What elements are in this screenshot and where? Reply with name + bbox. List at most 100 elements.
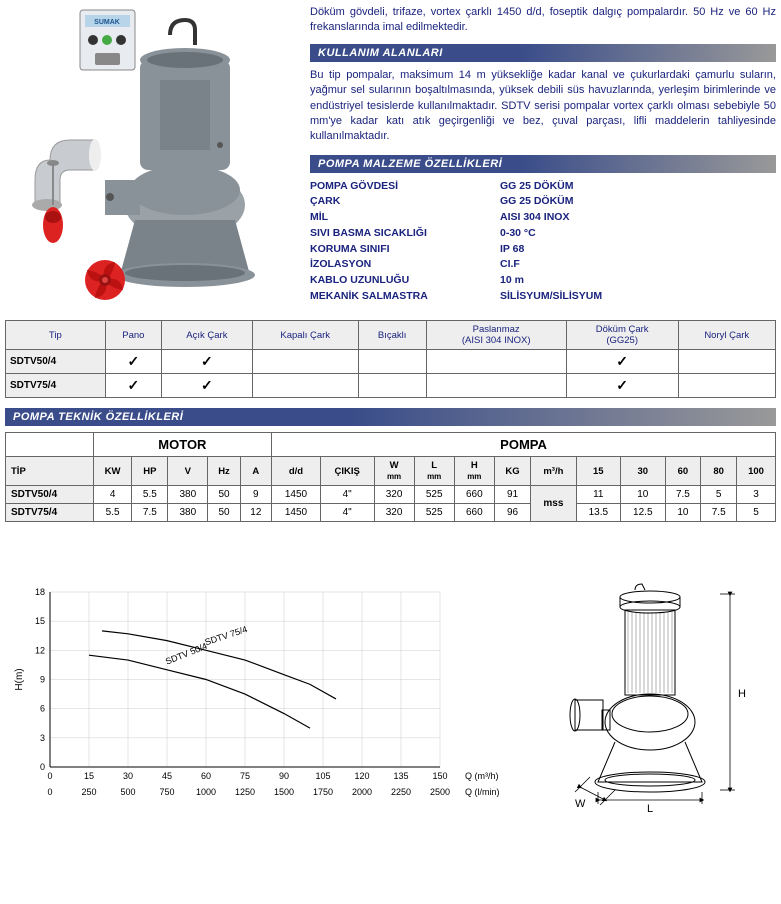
- spec-label: MEKANİK SALMASTRA: [310, 289, 500, 305]
- tech-sub-header: KW: [93, 457, 132, 486]
- tech-table: MOTOR POMPA TİPKWHPVHzAd/dÇIKIŞWmmLmmHmm…: [5, 432, 776, 522]
- tech-cell: 12: [240, 504, 271, 522]
- tech-cell: 1450: [272, 504, 321, 522]
- dim-w: W: [575, 798, 586, 810]
- tech-cell: 660: [454, 504, 494, 522]
- dimension-diagram: H L W: [520, 582, 760, 812]
- spec-value: CI.F: [500, 257, 776, 273]
- type-col-header: Paslanmaz(AISI 304 INOX): [426, 321, 566, 350]
- svg-text:2000: 2000: [352, 787, 372, 797]
- section-header-material: POMPA MALZEME ÖZELLİKLERİ: [310, 155, 776, 173]
- tech-sub-header: HP: [132, 457, 168, 486]
- svg-text:2500: 2500: [430, 787, 450, 797]
- tech-cell: 3: [737, 486, 776, 504]
- spec-label: POMPA GÖVDESİ: [310, 179, 500, 195]
- svg-text:15: 15: [84, 771, 94, 781]
- svg-text:135: 135: [393, 771, 408, 781]
- svg-text:H(m): H(m): [14, 668, 25, 690]
- tech-cell: 320: [374, 486, 414, 504]
- spec-label: KORUMA SINIFI: [310, 242, 500, 258]
- tech-sub-header: Lmm: [414, 457, 454, 486]
- pompa-group-header: POMPA: [272, 433, 776, 457]
- spec-label: MİL: [310, 210, 500, 226]
- tech-cell: 9: [240, 486, 271, 504]
- check-cell: [678, 350, 775, 374]
- type-cell: SDTV75/4: [6, 374, 106, 398]
- check-cell: [358, 350, 426, 374]
- tech-cell: SDTV75/4: [6, 504, 94, 522]
- tech-cell: 13.5: [576, 504, 620, 522]
- svg-text:9: 9: [40, 675, 45, 685]
- svg-text:1000: 1000: [196, 787, 216, 797]
- svg-text:750: 750: [159, 787, 174, 797]
- tech-cell: 525: [414, 486, 454, 504]
- tech-cell: 5: [737, 504, 776, 522]
- tech-sub-header: TİP: [6, 457, 94, 486]
- svg-text:Q (m³/h): Q (m³/h): [465, 771, 499, 781]
- tech-cell: 660: [454, 486, 494, 504]
- svg-text:150: 150: [432, 771, 447, 781]
- type-col-header: Pano: [105, 321, 161, 350]
- tech-cell: 7.5: [132, 504, 168, 522]
- tech-cell: 380: [168, 486, 208, 504]
- product-image: SUMAK: [5, 5, 295, 315]
- type-col-header: Döküm Çark(GG25): [566, 321, 678, 350]
- type-col-header: Tip: [6, 321, 106, 350]
- tech-sub-header: V: [168, 457, 208, 486]
- spec-label: KABLO UZUNLUĞU: [310, 273, 500, 289]
- check-cell: [252, 350, 358, 374]
- usage-description: Bu tip pompalar, maksimum 14 m yüksekliğ…: [310, 68, 776, 145]
- tech-sub-header: d/d: [272, 457, 321, 486]
- tech-cell: 525: [414, 504, 454, 522]
- svg-text:120: 120: [354, 771, 369, 781]
- tech-sub-header: Wmm: [374, 457, 414, 486]
- check-cell: [252, 374, 358, 398]
- svg-text:SDTV 75/4: SDTV 75/4: [204, 624, 249, 647]
- tech-cell: 91: [494, 486, 530, 504]
- tech-cell: 380: [168, 504, 208, 522]
- section-header-tech: POMPA TEKNİK ÖZELLİKLERİ: [5, 408, 776, 426]
- tech-sub-header: ÇIKIŞ: [320, 457, 374, 486]
- tech-cell: mss: [531, 486, 576, 522]
- tech-cell: 1450: [272, 486, 321, 504]
- check-cell: ✓: [566, 350, 678, 374]
- type-col-header: Kapalı Çark: [252, 321, 358, 350]
- svg-text:60: 60: [201, 771, 211, 781]
- dim-l: L: [647, 803, 653, 812]
- tech-cell: 10: [665, 504, 701, 522]
- check-cell: ✓: [105, 350, 161, 374]
- motor-group-header: MOTOR: [93, 433, 271, 457]
- tech-sub-header: Hz: [208, 457, 240, 486]
- tech-sub-header: 100: [737, 457, 776, 486]
- spec-list: POMPA GÖVDESİGG 25 DÖKÜMÇARKGG 25 DÖKÜMM…: [310, 179, 776, 305]
- spec-value: AISI 304 INOX: [500, 210, 776, 226]
- svg-text:75: 75: [240, 771, 250, 781]
- tech-cell: 4": [320, 504, 374, 522]
- svg-text:1250: 1250: [235, 787, 255, 797]
- check-cell: [678, 374, 775, 398]
- type-table: TipPanoAçık ÇarkKapalı ÇarkBıçaklıPaslan…: [5, 320, 776, 398]
- svg-text:18: 18: [35, 587, 45, 597]
- tech-sub-header: KG: [494, 457, 530, 486]
- spec-label: SIVI BASMA SICAKLIĞI: [310, 226, 500, 242]
- check-cell: ✓: [162, 374, 253, 398]
- svg-text:0: 0: [47, 771, 52, 781]
- tech-cell: 12.5: [621, 504, 665, 522]
- spec-value: 0-30 °C: [500, 226, 776, 242]
- svg-text:0: 0: [40, 762, 45, 772]
- tech-cell: 5: [701, 486, 737, 504]
- spec-value: 10 m: [500, 273, 776, 289]
- svg-text:250: 250: [81, 787, 96, 797]
- svg-text:2250: 2250: [391, 787, 411, 797]
- type-col-header: Açık Çark: [162, 321, 253, 350]
- tech-sub-header: 60: [665, 457, 701, 486]
- svg-text:15: 15: [35, 616, 45, 626]
- tech-cell: 7.5: [665, 486, 701, 504]
- svg-text:SDTV 50/4: SDTV 50/4: [164, 641, 209, 667]
- svg-text:1500: 1500: [274, 787, 294, 797]
- check-cell: [426, 374, 566, 398]
- type-col-header: Bıçaklı: [358, 321, 426, 350]
- tech-sub-header: A: [240, 457, 271, 486]
- svg-text:0: 0: [47, 787, 52, 797]
- svg-text:12: 12: [35, 645, 45, 655]
